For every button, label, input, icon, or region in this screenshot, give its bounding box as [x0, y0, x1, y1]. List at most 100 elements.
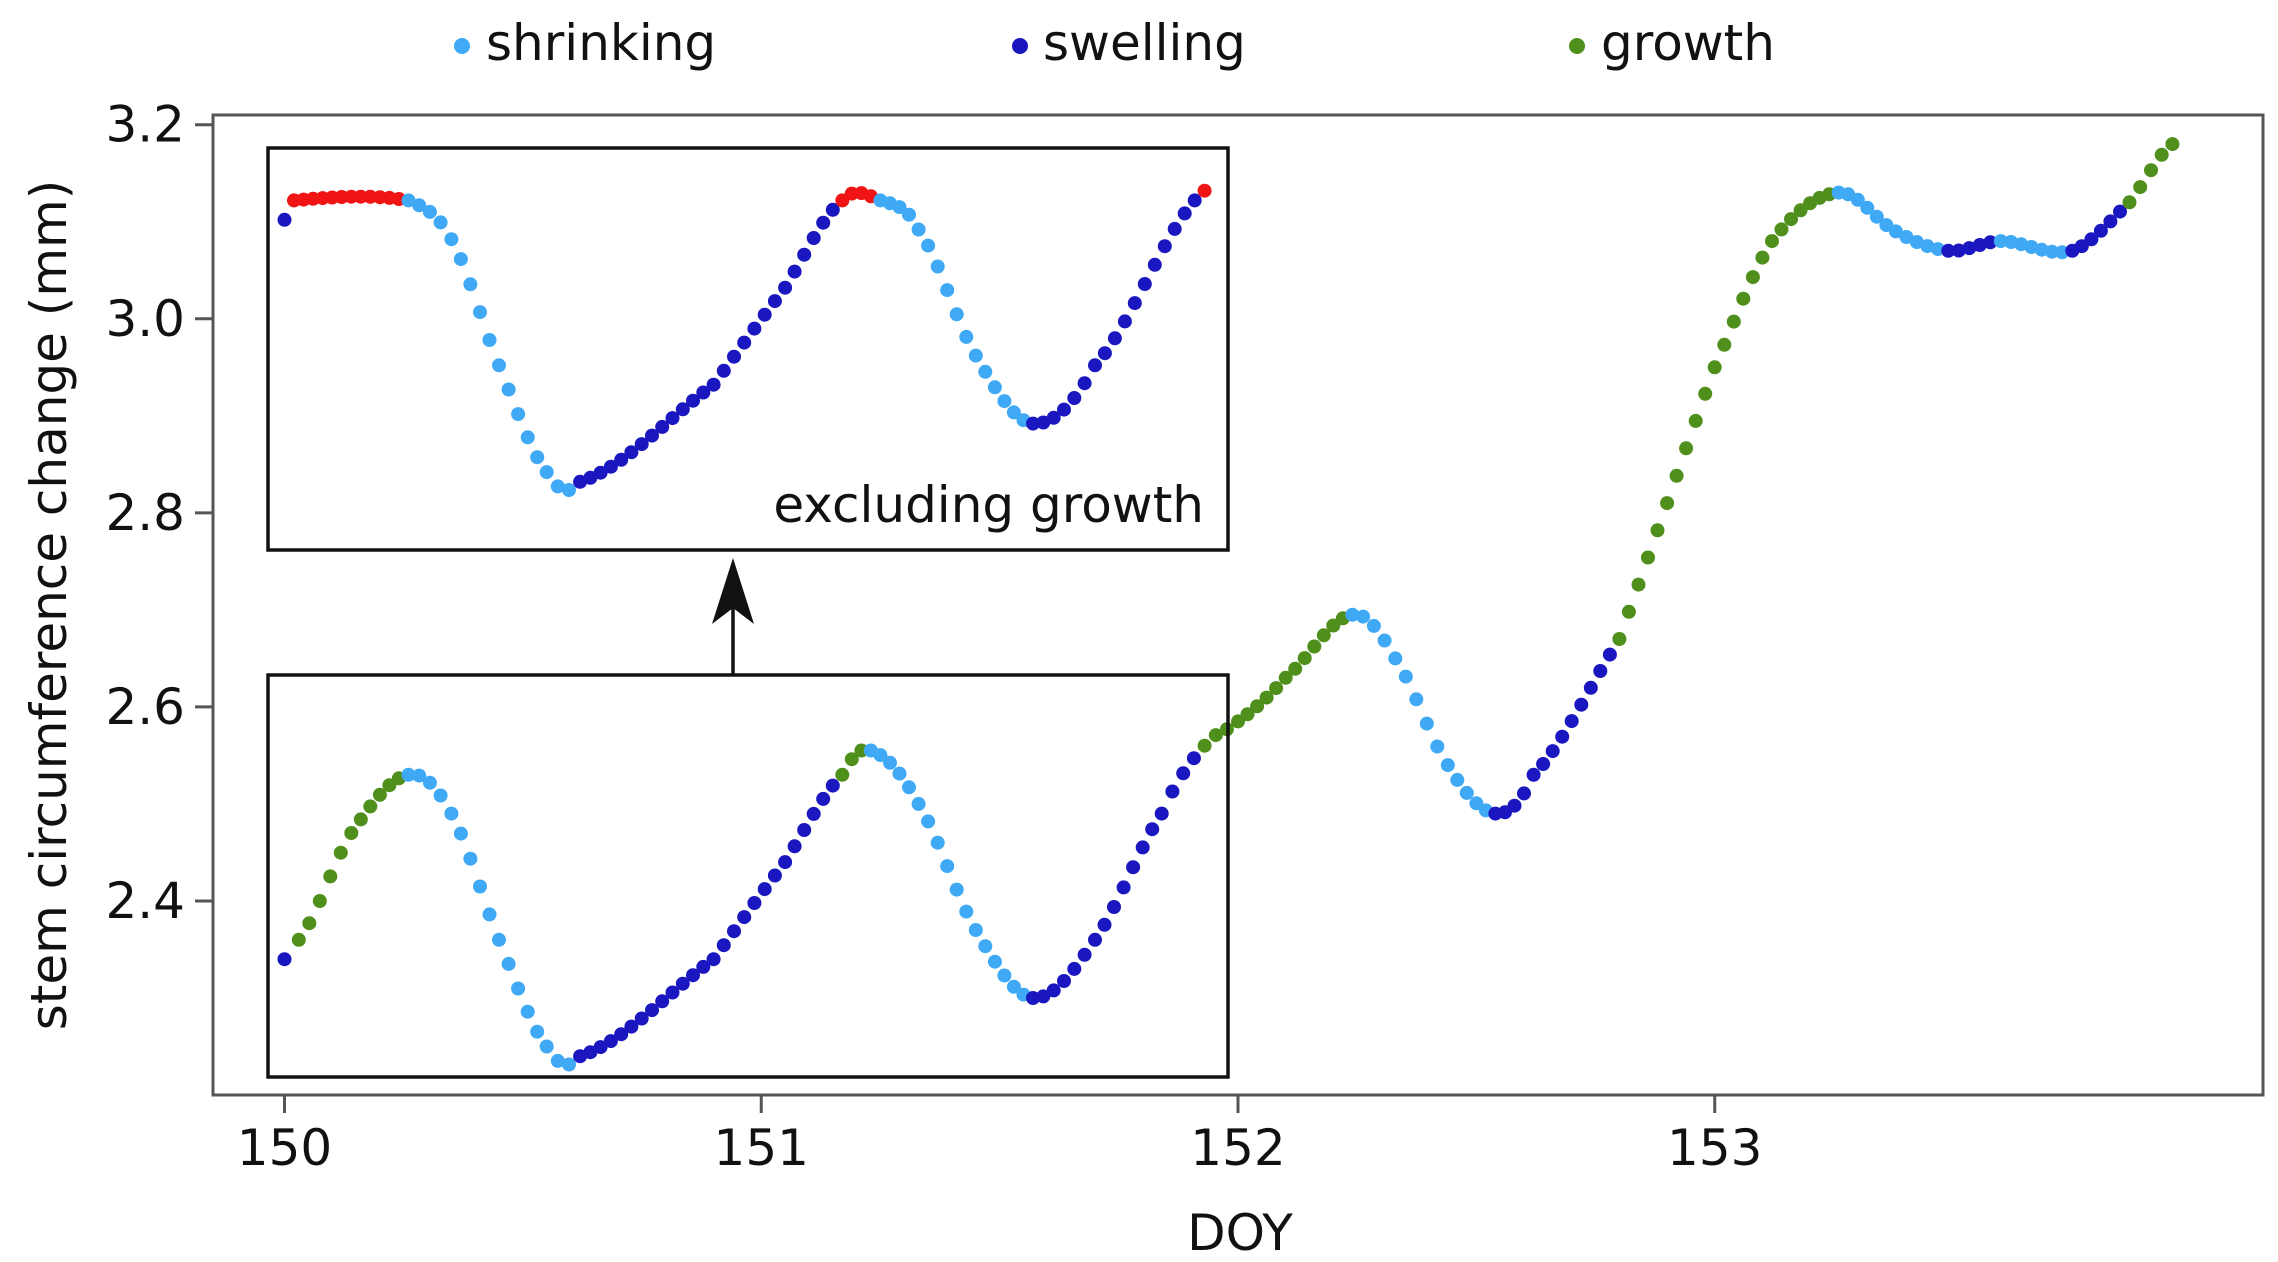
inset-point-swelling [696, 385, 711, 400]
main-point-growth [372, 787, 387, 802]
main-point-swelling [665, 985, 680, 1000]
main-point-shrinking [473, 879, 487, 894]
legend-marker-growth [1569, 38, 1585, 54]
main-point-shrinking [1920, 239, 1935, 254]
main-point-shrinking [530, 1024, 545, 1039]
main-point-swelling [686, 968, 700, 983]
main-point-shrinking [1006, 979, 1021, 994]
main-point-swelling [655, 994, 670, 1009]
main-point-growth [2122, 195, 2137, 210]
main-point-swelling [737, 910, 752, 925]
inset-point-swelling [593, 465, 608, 480]
inset-point-swelling [686, 393, 700, 408]
main-point-growth [2154, 147, 2169, 162]
main-point-growth [1208, 728, 1223, 743]
main-point-swelling [1126, 860, 1141, 875]
main-point-swelling [1097, 917, 1112, 932]
x-tick-label: 151 [714, 1119, 809, 1177]
inset-point-shrinking [997, 394, 1012, 409]
inset-point-shrinking [482, 333, 497, 347]
main-point-swelling [1972, 238, 1987, 252]
main-point-swelling [2084, 232, 2099, 247]
inset-point-swelling [1077, 376, 1092, 391]
main-point-swelling [1983, 235, 1998, 250]
inset-point-swelling [787, 264, 802, 279]
inset-point-shrinking [959, 329, 974, 344]
main-point-growth [1240, 707, 1255, 722]
y-axis-title: stem circumference change (mm) [20, 180, 78, 1031]
main-point-swelling [1067, 961, 1082, 976]
main-point-growth [1621, 604, 1636, 619]
main-point-shrinking [873, 748, 888, 763]
inset-point-shrinking [562, 483, 576, 497]
main-point-shrinking [562, 1057, 576, 1072]
main-point-swelling [1145, 822, 1160, 837]
inset-point-swelling [655, 419, 670, 434]
inset-point-swelling [825, 202, 840, 217]
main-point-swelling [778, 855, 793, 870]
inset-point-swelling [634, 437, 649, 452]
main-point-growth [353, 812, 368, 827]
inset-label: excluding growth [773, 476, 1204, 534]
main-point-swelling [645, 1003, 659, 1018]
main-point-growth [363, 799, 378, 814]
main-point-shrinking [1909, 235, 1924, 249]
main-point-shrinking [1860, 200, 1875, 215]
inset-point-swelling [706, 377, 721, 392]
legend-marker-swelling [1012, 38, 1028, 54]
main-point-shrinking [511, 981, 526, 996]
main-point-swelling [1526, 767, 1541, 782]
main-point-growth [1707, 360, 1722, 375]
inset-point-swelling [816, 215, 831, 230]
main-point-swelling [1555, 729, 1570, 744]
inset-point-shrinking [921, 238, 936, 253]
inset-point-swelling [767, 294, 782, 309]
inset-point-swelling [1127, 296, 1142, 311]
main-point-swelling [1517, 786, 1531, 801]
inset-point-shrinking [473, 305, 487, 320]
inset-point-shrinking [401, 193, 416, 208]
inset-point-shrinking [501, 382, 516, 397]
arrow-head [712, 558, 754, 624]
y-axis-ticks: 2.4 2.6 2.8 3.0 3.2 [105, 96, 213, 930]
inset-point-swelling [645, 428, 659, 443]
inset-point-swelling [1057, 402, 1071, 417]
inset-point-swelling [1097, 346, 1112, 361]
y-tick-label: 2.8 [105, 484, 185, 542]
main-point-growth [1612, 632, 1627, 646]
main-point-shrinking [539, 1039, 554, 1054]
inset-point-shrinking [978, 364, 993, 379]
main-point-growth [835, 767, 850, 782]
main-point-swelling [1154, 806, 1169, 821]
main-point-swelling [1088, 932, 1102, 947]
main-point-growth [344, 826, 359, 840]
inset-point-shrinking [422, 204, 437, 219]
main-point-swelling [1116, 880, 1131, 895]
main-point-growth [1755, 250, 1770, 265]
inset-point-shrinking [930, 259, 945, 274]
main-point-swelling [1107, 900, 1121, 914]
main-point-swelling [1564, 714, 1579, 729]
main-point-growth [1660, 496, 1675, 511]
inset-point-shrinking [530, 450, 545, 465]
main-point-shrinking [1409, 692, 1424, 707]
main-point-swelling [624, 1019, 639, 1034]
main-point-shrinking [1850, 192, 1865, 207]
main-point-shrinking [1345, 607, 1360, 622]
x-tick-label: 153 [1667, 1119, 1762, 1177]
inset-point-excluded [1197, 183, 1212, 198]
main-point-growth [1326, 618, 1341, 633]
main-point-shrinking [550, 1053, 565, 1068]
main-point-swelling [1077, 947, 1092, 962]
main-point-shrinking [463, 851, 478, 866]
main-point-growth [1669, 468, 1684, 483]
inset-point-shrinking [892, 200, 907, 215]
main-point-swelling [757, 882, 772, 897]
main-point-swelling [1536, 757, 1551, 771]
main-point-swelling [1046, 983, 1061, 998]
main-point-shrinking [501, 956, 516, 971]
main-point-shrinking [1993, 234, 2008, 249]
main-point-swelling [806, 806, 821, 821]
main-point-swelling [825, 778, 840, 793]
inset-point-swelling [1147, 257, 1162, 272]
